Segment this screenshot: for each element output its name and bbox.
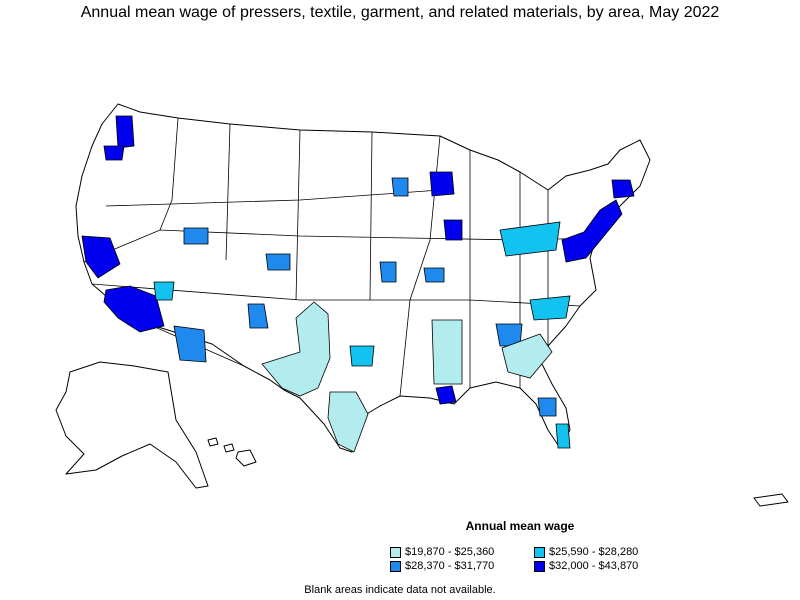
region-wisconsin bbox=[391, 177, 409, 197]
legend-label: $28,370 - $31,770 bbox=[405, 560, 495, 572]
region-charlotte bbox=[529, 295, 571, 321]
region-denver bbox=[265, 253, 291, 271]
data-regions bbox=[81, 115, 635, 453]
puerto-rico-outline bbox=[753, 493, 789, 507]
hawaii-island-2 bbox=[223, 443, 235, 453]
legend-label: $32,000 - $43,870 bbox=[549, 560, 639, 572]
region-georgia-carolina bbox=[501, 333, 553, 379]
alaska-outline bbox=[55, 361, 209, 489]
region-st-louis bbox=[423, 267, 445, 283]
region-minneapolis bbox=[429, 171, 455, 197]
region-tampa bbox=[537, 397, 557, 417]
region-dallas bbox=[349, 345, 375, 367]
region-ohio-valley bbox=[499, 221, 561, 257]
region-las-vegas bbox=[153, 281, 175, 301]
state-boundaries bbox=[83, 117, 597, 397]
legend-swatch bbox=[534, 560, 545, 572]
region-mississippi bbox=[431, 319, 463, 385]
legend-item: $32,000 - $43,870 bbox=[534, 560, 638, 572]
region-southern-california bbox=[103, 285, 165, 333]
region-phoenix bbox=[173, 325, 207, 363]
region-kansas-city bbox=[379, 261, 397, 283]
legend-item: $25,590 - $28,280 bbox=[534, 546, 638, 558]
legend-swatch bbox=[534, 546, 545, 558]
hawaii-island-1 bbox=[207, 437, 219, 447]
footnote: Blank areas indicate data not available. bbox=[304, 584, 496, 596]
hawaii-island-3 bbox=[235, 449, 257, 467]
region-west-texas bbox=[261, 301, 331, 397]
map-title: Annual mean wage of pressers, textile, g… bbox=[80, 4, 720, 21]
region-bay-area bbox=[81, 235, 121, 279]
legend-swatch bbox=[390, 546, 401, 558]
region-boston bbox=[611, 179, 635, 199]
region-portland bbox=[103, 145, 125, 161]
legend-swatch bbox=[390, 560, 401, 572]
region-outlines bbox=[55, 103, 789, 507]
legend-label: $19,870 - $25,360 bbox=[405, 546, 495, 558]
legend-item: $19,870 - $25,360 bbox=[390, 546, 494, 558]
internal-boundaries bbox=[83, 117, 597, 397]
region-albuquerque bbox=[247, 303, 269, 329]
region-miami bbox=[555, 423, 571, 449]
region-seattle bbox=[115, 115, 135, 149]
region-new-orleans bbox=[435, 385, 457, 405]
region-salt-lake bbox=[183, 227, 209, 245]
legend-title: Annual mean wage bbox=[465, 519, 575, 533]
region-northeast-corridor bbox=[561, 199, 623, 263]
region-south-texas bbox=[327, 391, 369, 453]
region-chicago bbox=[443, 219, 463, 241]
legend-item: $28,370 - $31,770 bbox=[390, 560, 494, 572]
legend-label: $25,590 - $28,280 bbox=[549, 546, 639, 558]
